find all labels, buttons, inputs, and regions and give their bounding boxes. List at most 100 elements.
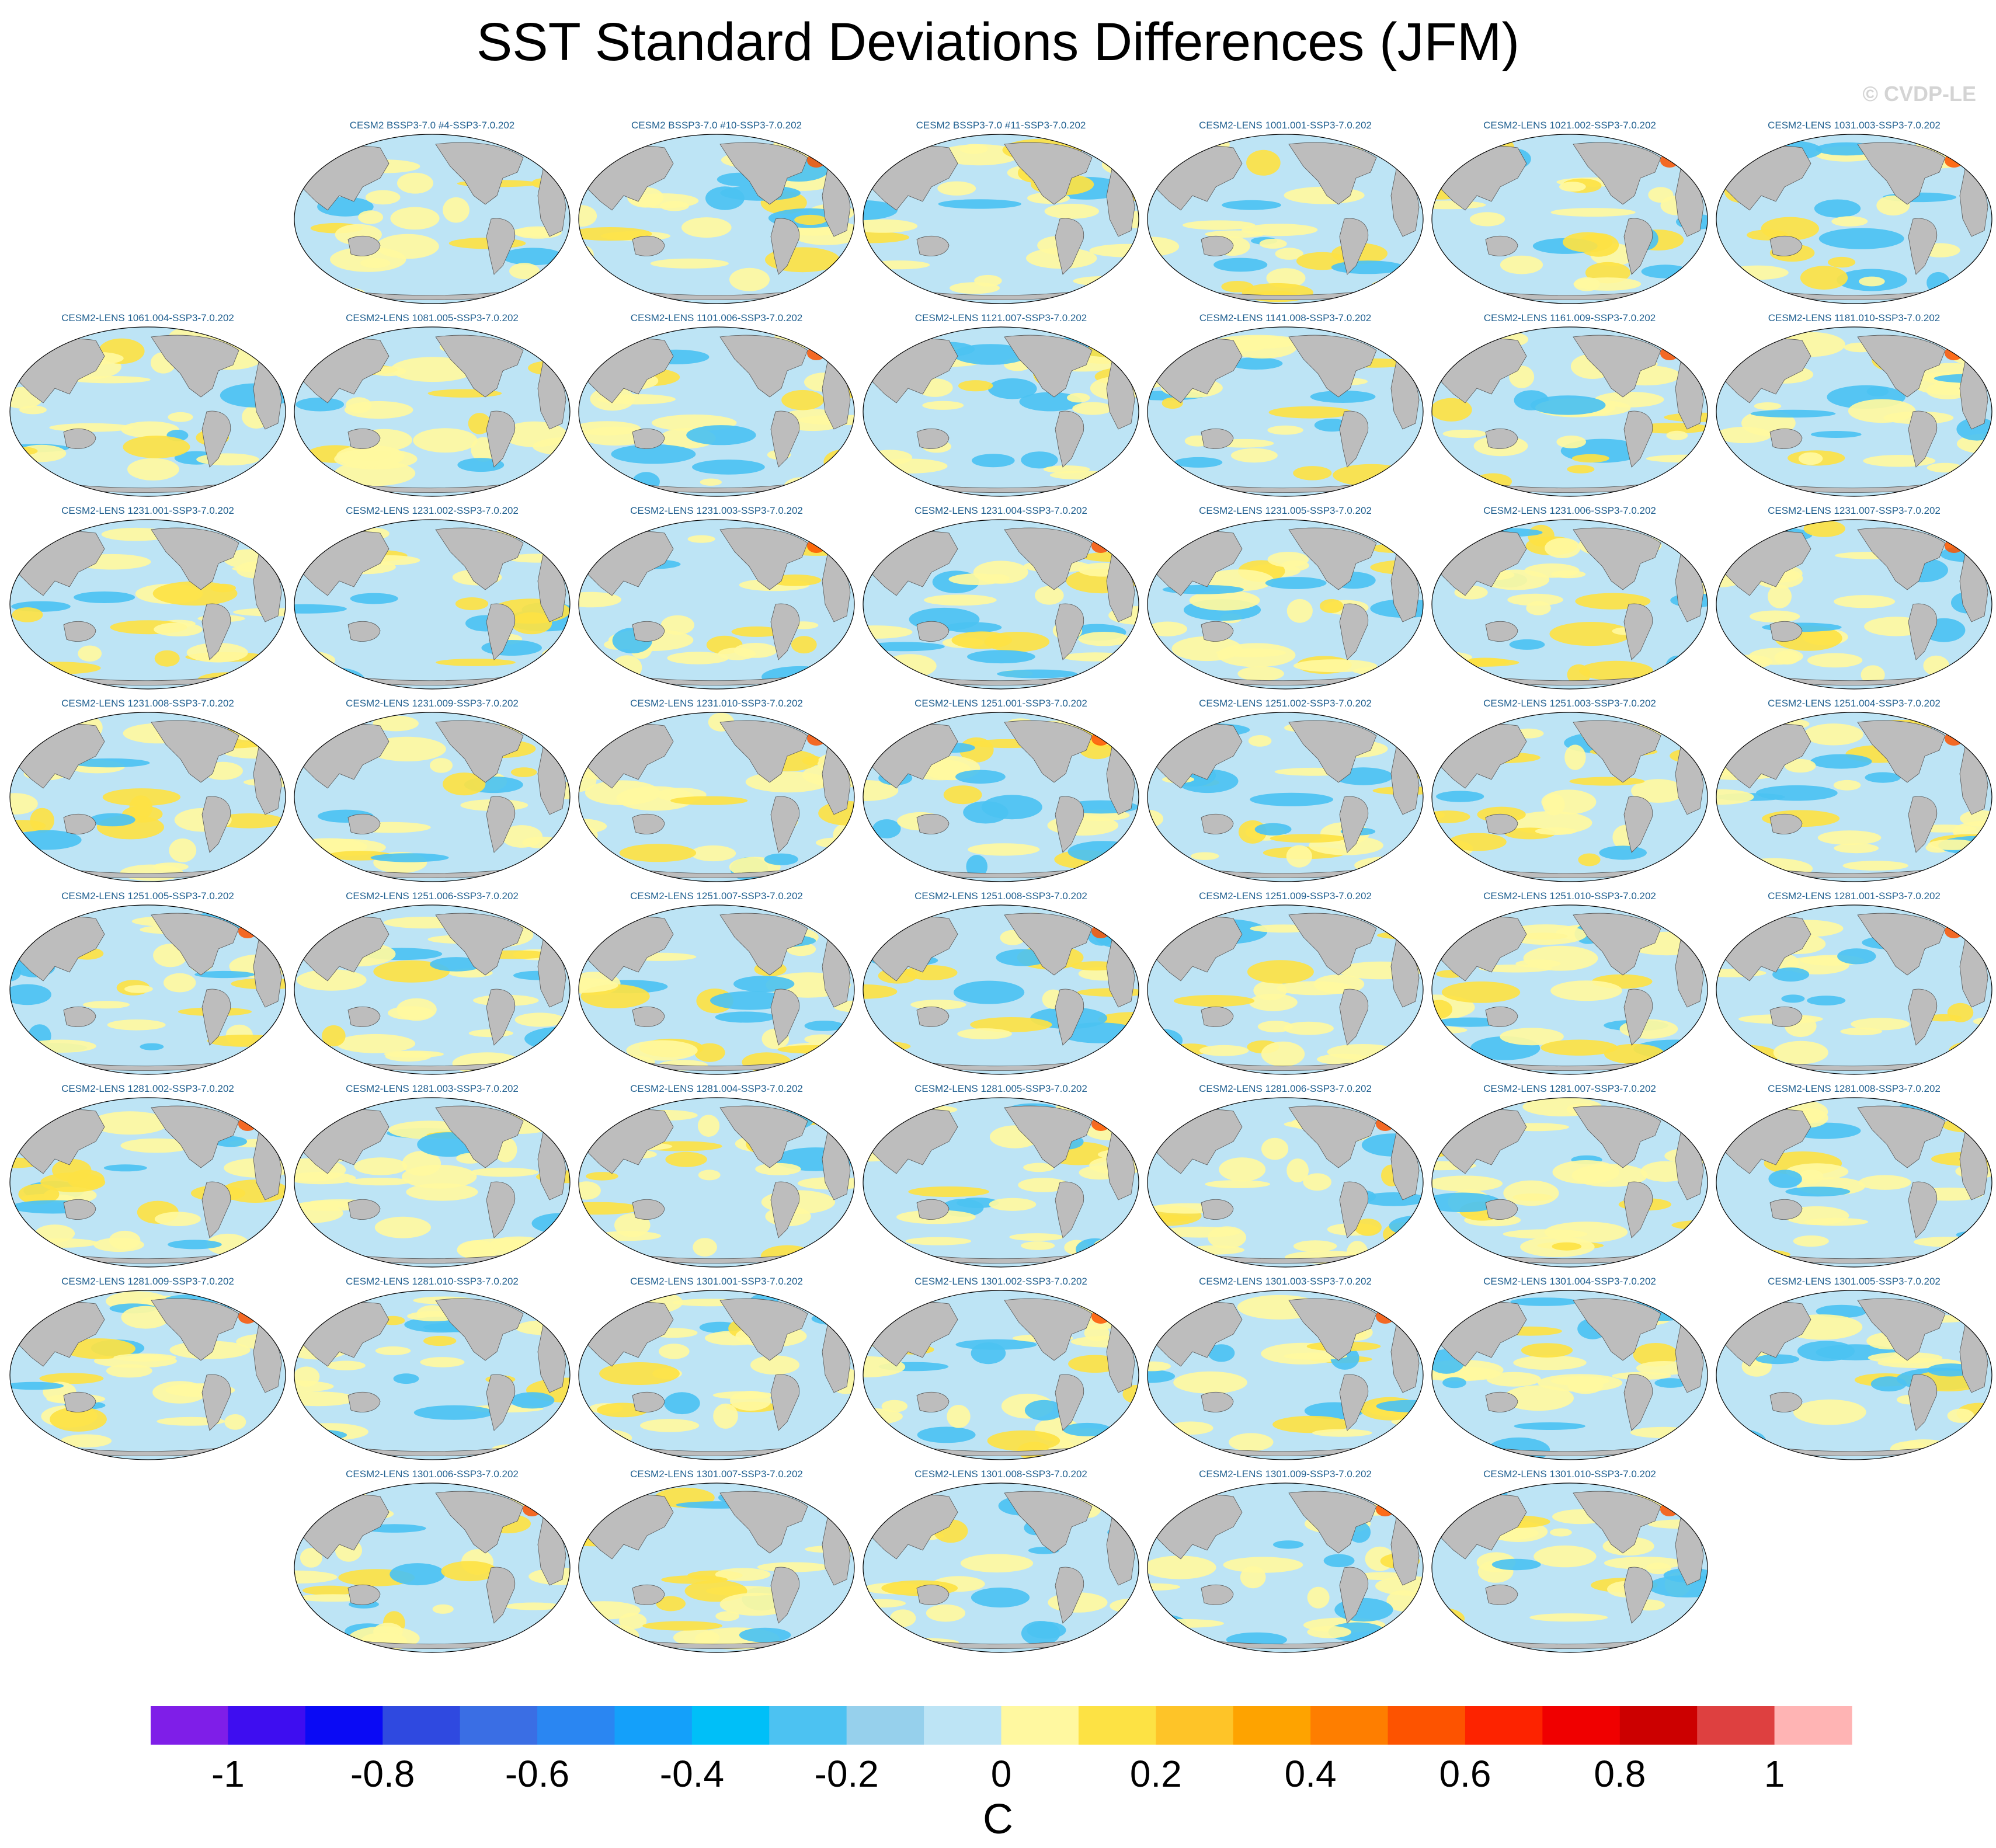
anomaly-patch [40,1172,106,1192]
panel-title: CESM2-LENS 1161.009-SSP3-7.0.202 [1483,312,1656,323]
anomaly-patch [1491,1558,1541,1571]
sst-map [863,519,1139,690]
anomaly-patch [1865,772,1901,783]
anomaly-patch [1261,1041,1305,1067]
landmass [1339,1374,1369,1431]
anomaly-patch [1205,1180,1271,1188]
anomaly-patch [489,1236,547,1252]
map-panel: CESM2-LENS 1301.004-SSP3-7.0.202 [1430,1276,1709,1468]
anomaly-patch [1273,1540,1304,1549]
colorbar-segment [1774,1706,1852,1745]
sst-map [863,904,1139,1075]
panel-title: CESM2 BSSP3-7.0 #4-SSP3-7.0.202 [349,120,515,131]
anomaly-patch [1063,1422,1112,1436]
sst-map [578,326,855,497]
anomaly-patch [294,604,347,614]
landmass [435,720,524,783]
sst-map [1431,1482,1708,1653]
anomaly-patch [1268,406,1352,419]
landmass [1573,335,1661,398]
map-panel: CESM2-LENS 1061.004-SSP3-7.0.202 [8,312,287,505]
landmass [1623,410,1653,468]
ocean-background [1716,905,1992,1074]
anomaly-patch [1219,1157,1266,1182]
anomaly-patch [1307,1586,1330,1609]
anomaly-patch [790,228,837,236]
anomaly-patch [1969,908,1992,924]
map-panel: CESM2-LENS 1251.003-SSP3-7.0.202 [1430,698,1709,890]
anomaly-patch [1293,659,1378,673]
colorbar-tick-label: -0.2 [815,1753,879,1793]
map-border [1431,712,1708,882]
anomaly-patch [1265,577,1327,589]
anomaly-patch [619,844,697,862]
landmass [435,1105,524,1168]
anomaly-patch [50,1407,107,1432]
anomaly-patch [432,1604,454,1614]
landmass [1623,1374,1653,1431]
landmass [1573,720,1661,783]
landmass [1908,1374,1938,1431]
anomaly-patch [1716,1238,1752,1254]
map-border [1716,1097,1992,1268]
anomaly-patch [1376,1400,1423,1412]
map-panel: CESM2-LENS 1281.005-SSP3-7.0.202 [861,1083,1140,1276]
anomaly-patch [922,401,964,410]
anomaly-patch [954,980,1025,1004]
panel-title: CESM2-LENS 1251.010-SSP3-7.0.202 [1483,890,1656,902]
panel-title: CESM2-LENS 1231.009-SSP3-7.0.202 [346,698,519,709]
panel-title: CESM2-LENS 1301.005-SSP3-7.0.202 [1768,1276,1941,1287]
colorbar-tick-label: 0 [991,1753,1012,1793]
anomaly-patch [1503,1385,1574,1411]
anomaly-patch [468,413,491,434]
landmass [1908,218,1938,275]
anomaly-patch [815,717,854,732]
anomaly-patch [18,662,101,674]
landmass [770,1374,800,1431]
anomaly-patch [1441,981,1521,1003]
anomaly-patch [650,258,729,269]
anomaly-patch [1500,255,1543,274]
landmass [1623,1567,1653,1624]
anomaly-patch [1286,598,1313,623]
anomaly-patch [804,1034,839,1045]
landmass [719,142,808,205]
anomaly-patch [78,645,102,662]
anomaly-patch [124,985,153,993]
colorbar-tick-label: 0.2 [1130,1753,1182,1793]
anomaly-patch [660,201,689,211]
colorbar-segment [537,1706,616,1745]
map-border [1147,519,1424,690]
anomaly-patch [1072,402,1113,415]
anomaly-patch [413,428,478,453]
panel-title: CESM2-LENS 1281.009-SSP3-7.0.202 [61,1276,234,1287]
anomaly-patch [441,1561,498,1582]
anomaly-patch [294,520,340,540]
map-panel: CESM2-LENS 1301.007-SSP3-7.0.202 [577,1468,856,1661]
anomaly-patch [127,458,179,481]
landmass [347,235,381,256]
map-border [294,134,571,304]
landmass [435,527,524,590]
landmass [1288,913,1377,976]
anomaly-patch [1261,1137,1289,1160]
anomaly-patch [1781,994,1805,1003]
anomaly-patch [1448,833,1507,851]
anomaly-patch [1521,1343,1573,1358]
anomaly-patch [1633,1343,1679,1367]
landmass [1201,235,1234,256]
sst-map [294,326,571,497]
anomaly-patch [715,1011,776,1023]
anomaly-patch [908,1186,989,1197]
anomaly-patch [358,210,384,224]
anomaly-patch [1021,1241,1055,1250]
panel-title: CESM2-LENS 1181.010-SSP3-7.0.202 [1768,312,1941,323]
landmass [1288,142,1377,205]
anomaly-patch [1556,435,1586,448]
sst-map [1147,326,1424,497]
colorbar-tick-label: 0.6 [1439,1753,1491,1793]
anomaly-patch [1199,1045,1249,1056]
landmass [63,428,96,449]
anomaly-patch [1798,452,1823,465]
landmass [1857,527,1946,590]
